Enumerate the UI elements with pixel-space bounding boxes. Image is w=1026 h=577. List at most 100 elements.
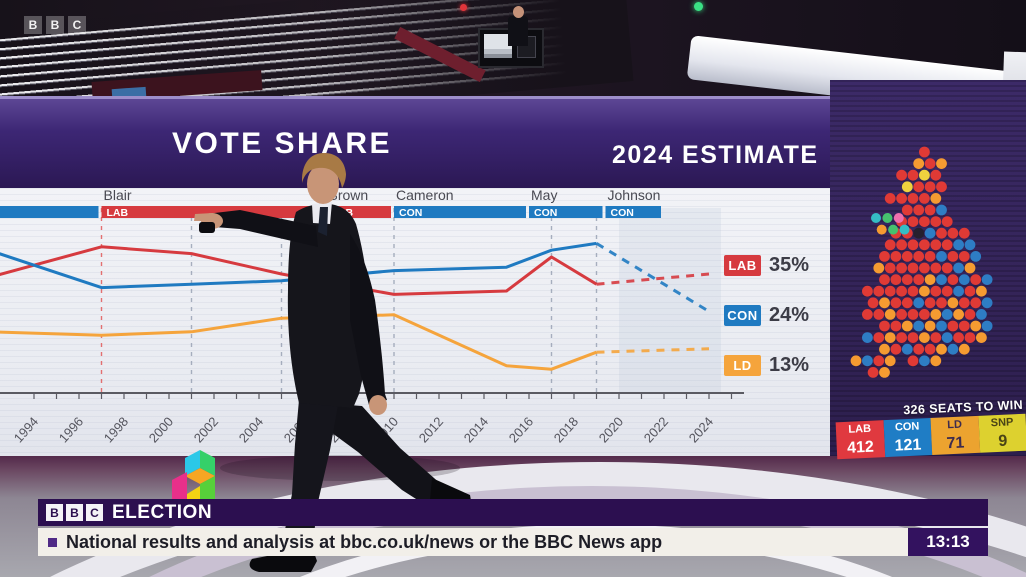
seat-result-ld: LD 71 [930,415,980,455]
hex-constituency [907,169,919,181]
hex-constituency [884,262,896,274]
hex-constituency [941,309,953,320]
legend-value: 35% [769,254,810,276]
legend-badge: LAB [724,255,761,276]
hex-constituency [936,204,947,216]
green-studio-light [694,2,703,11]
hex-constituency [913,204,925,216]
hex-constituency [862,309,873,320]
hex-constituency [964,309,976,320]
hex-constituency [873,309,885,320]
pm-party-label: CON [399,207,422,219]
hex-constituency [930,216,942,228]
hex-constituency [896,285,907,297]
hex-constituency [867,367,879,378]
legend-value: 13% [769,354,810,376]
hex-constituency [890,320,902,332]
hex-constituency [893,213,904,223]
hex-constituency [936,297,947,309]
hex-constituency [890,251,902,262]
hex-constituency [958,343,970,355]
pm-party-label: CON [534,207,557,219]
hex-constituency [901,343,913,355]
hex-constituency [936,158,947,169]
hex-constituency [919,332,930,343]
hex-constituency [924,274,936,285]
pm-era-bar [101,206,324,218]
hex-constituency [882,213,893,223]
hex-constituency [896,332,907,343]
seat-count: 412 [846,438,875,457]
hex-constituency [884,239,896,251]
pm-era-bar [394,206,526,218]
hex-constituency [919,239,930,251]
gallery-person-head [513,6,524,18]
hex-constituency [976,309,987,320]
hex-constituency [958,274,970,285]
hex-constituency [936,274,947,285]
legend-badge: LD [724,355,761,376]
hex-constituency [924,297,936,309]
hex-constituency [913,320,925,332]
legend-value: 24% [769,304,810,326]
studio-floor [0,440,1026,577]
hex-constituency [913,343,925,355]
hex-constituency [970,297,982,309]
hex-constituency [924,343,936,355]
hex-constituency [871,213,881,223]
hex-constituency [947,320,959,332]
x-tick-label: 2006 [281,414,311,446]
x-tick-label: 2024 [686,414,716,446]
hex-constituency [981,274,993,285]
hex-constituency [888,224,899,235]
hex-constituency [876,224,887,235]
uk-hex-cartogram [850,146,993,378]
hex-constituency [879,343,890,355]
hex-constituency [947,274,959,285]
legend-item-con: CON 24% [724,304,809,327]
x-tick-label: 2000 [146,414,176,446]
hex-constituency [964,239,976,251]
hex-constituency [958,251,970,262]
watermark-block: B [46,16,64,34]
x-tick-label: 1996 [56,414,86,446]
hex-constituency [907,193,919,204]
hex-constituency [958,297,970,309]
pm-name-label: Johnson [608,187,661,203]
x-tick-label: 2020 [596,414,626,446]
pm-name-label: Cameron [396,187,454,203]
x-tick-label: 1998 [101,414,131,446]
hex-constituency [907,309,919,320]
hex-constituency [890,297,902,309]
hex-constituency [884,355,896,367]
estimate-line-con [595,242,710,313]
hex-constituency [901,320,913,332]
pm-party-label: LAB [107,207,129,219]
estimate-line-ld [596,347,710,354]
hex-constituency [970,320,982,332]
hex-constituency [907,216,919,228]
pm-name-label: Blair [104,187,132,203]
seat-count: 121 [894,436,922,455]
x-tick-label: 2010 [371,414,401,446]
seat-result-lab: LAB 412 [835,420,885,460]
hex-constituency [970,274,982,285]
hex-constituency [907,239,919,251]
hex-constituency [941,262,953,274]
legend-item-lab: LAB 35% [724,254,809,277]
hex-constituency [976,285,987,297]
hex-constituency [873,355,885,367]
hex-constituency [862,332,873,343]
hex-constituency [930,169,942,181]
hex-constituency [941,216,953,228]
hex-constituency [919,169,930,181]
hex-constituency [924,181,936,193]
x-tick-label: 2002 [191,414,221,446]
hex-constituency [913,251,925,262]
seat-count: 71 [946,434,965,453]
hex-constituency [873,285,885,297]
hex-constituency [896,169,907,181]
hex-constituency [919,146,930,158]
hex-constituency [901,274,913,285]
hex-constituency [930,193,942,204]
